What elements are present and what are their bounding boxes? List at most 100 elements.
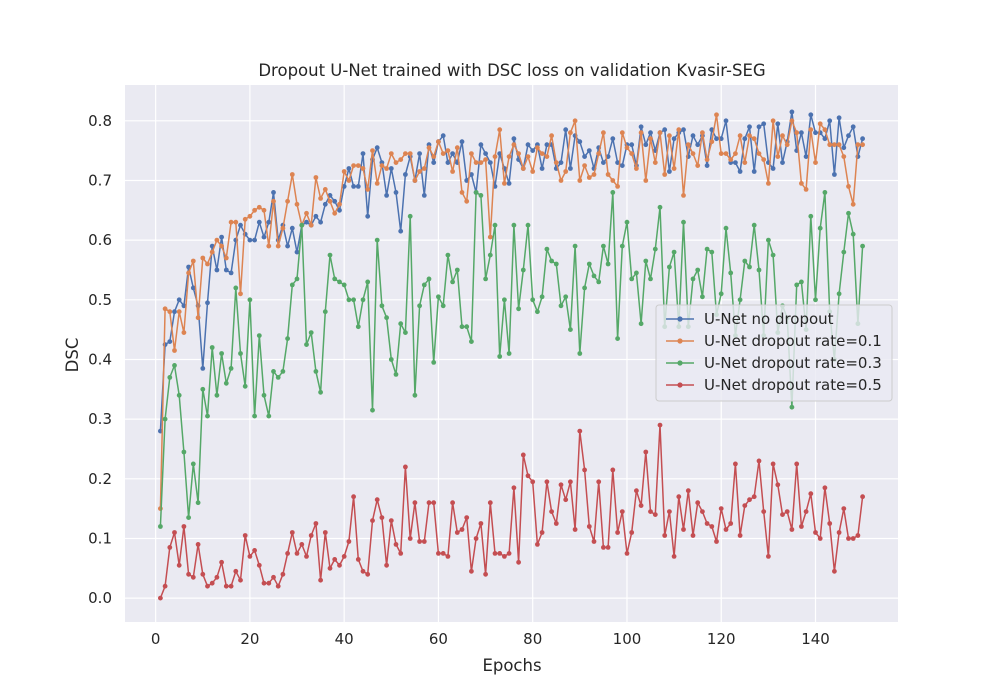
data-point [332,210,338,216]
data-point [841,506,847,511]
data-point [271,190,276,195]
data-point [671,136,677,142]
data-point [756,124,762,130]
data-point [709,524,715,529]
data-point [252,237,257,243]
data-point [421,166,427,171]
data-point [492,154,498,160]
data-point [403,464,408,470]
data-point [652,160,658,166]
data-point [384,193,389,198]
data-point [426,276,432,282]
data-point [619,243,625,249]
data-point [525,473,531,479]
data-point [181,330,187,335]
data-point [487,252,493,258]
data-point [450,169,455,174]
legend-box [655,304,893,402]
data-point [473,536,479,541]
legend-swatch-marker [677,338,683,344]
data-point [417,539,422,544]
data-point [629,142,635,148]
data-point [511,485,517,491]
data-point [176,562,182,568]
data-point [299,542,305,547]
data-point [572,243,578,249]
data-point [436,294,441,300]
data-point [813,160,818,166]
data-point [322,187,328,192]
data-point [605,545,611,550]
data-point [398,157,404,163]
data-point [615,530,620,535]
data-point [690,151,696,157]
data-point [275,583,281,589]
data-point [214,237,220,243]
data-point [520,452,526,458]
data-point [667,509,672,514]
data-point [577,351,583,356]
data-point [832,568,837,574]
data-point [280,369,286,374]
data-point [228,366,234,371]
data-point [318,577,323,583]
data-point [374,237,380,243]
data-point [846,536,851,541]
data-point [285,336,290,341]
data-point [553,521,559,526]
data-point [355,184,361,189]
data-point [459,527,465,532]
data-point [577,428,583,434]
x-tick-label: 100 [613,630,642,648]
data-point [360,297,366,303]
data-point [832,172,837,177]
data-point [723,225,729,231]
data-point [304,219,309,225]
data-point [610,136,616,142]
data-point [634,166,639,171]
data-point [478,193,484,198]
data-point [582,285,587,291]
data-point [714,539,719,544]
data-point [445,160,451,166]
data-point [799,181,804,186]
legend-swatch-marker [677,382,683,388]
data-point [304,554,309,559]
data-point [572,527,578,532]
data-point [167,339,173,344]
data-point [266,243,272,249]
data-point [238,351,243,356]
data-point [733,461,738,467]
data-point [563,127,569,133]
data-point [172,309,177,315]
data-point [162,416,168,422]
data-point [313,213,319,219]
data-point [558,482,564,488]
data-point [803,154,809,160]
data-point [860,142,865,148]
data-point [695,500,701,506]
data-point [652,512,658,517]
data-point [464,515,470,520]
data-point [459,324,465,330]
data-point [629,276,635,282]
data-point [850,201,856,207]
data-point [318,219,323,225]
data-point [700,130,705,136]
data-point [421,282,427,288]
data-point [563,294,569,300]
data-point [516,559,521,565]
data-point [723,151,729,157]
data-point [577,139,583,145]
data-point [223,267,229,273]
data-point [195,315,201,321]
series-line [159,114,863,509]
data-point [308,533,314,538]
data-point [365,279,371,285]
data-point [162,342,168,347]
data-point [648,130,653,136]
data-point [615,336,620,341]
data-point [751,136,757,142]
data-point [624,219,630,225]
data-point [374,145,380,151]
